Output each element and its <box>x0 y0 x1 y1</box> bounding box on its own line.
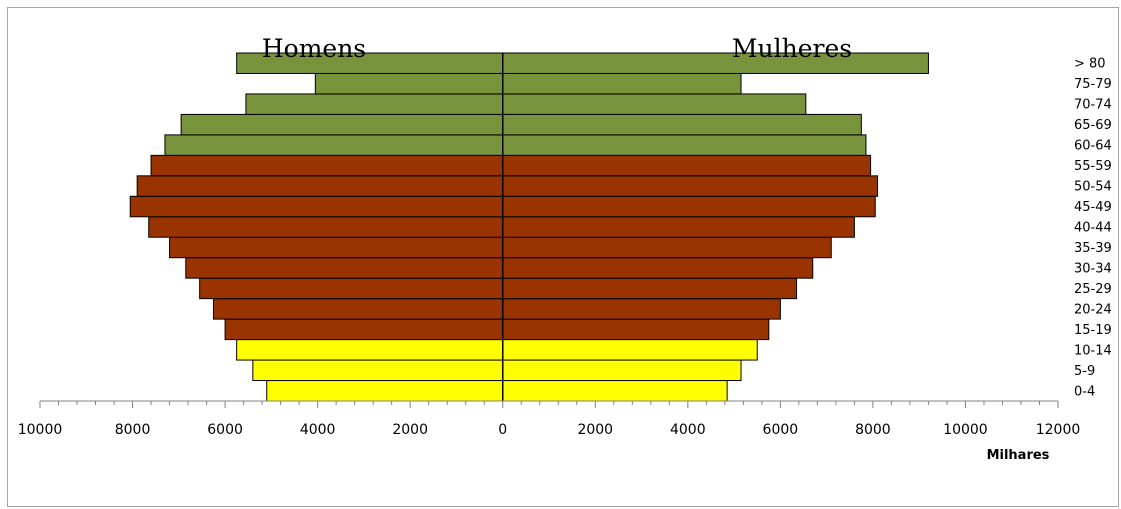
bar-homens-0-4 <box>266 380 504 402</box>
age-label: 35-39 <box>1074 241 1112 256</box>
left-title: Homens <box>262 34 366 63</box>
bar-homens-55-59 <box>150 154 504 177</box>
bar-mulheres-> 80 <box>502 52 929 74</box>
bar-mulheres-45-49 <box>502 195 876 218</box>
age-label: 15-19 <box>1074 323 1112 338</box>
bar-mulheres-40-44 <box>502 216 855 238</box>
age-label: 5-9 <box>1074 364 1095 379</box>
bar-homens-10-14 <box>236 339 504 361</box>
age-label: 50-54 <box>1074 180 1112 195</box>
x-tick-label: 4000 <box>300 422 336 438</box>
x-tick-label: 0 <box>498 422 507 438</box>
age-label: 60-64 <box>1074 139 1112 154</box>
bar-homens-35-39 <box>169 236 504 259</box>
bars-layer <box>129 52 929 402</box>
bar-mulheres-15-19 <box>502 318 770 341</box>
x-tick-label: 6000 <box>763 422 799 438</box>
age-label: 20-24 <box>1074 302 1112 317</box>
bar-homens-60-64 <box>164 134 504 156</box>
bar-mulheres-20-24 <box>502 298 781 320</box>
age-label: 0-4 <box>1074 384 1095 399</box>
x-tick-label: 2000 <box>392 422 428 438</box>
bar-mulheres-0-4 <box>502 380 728 402</box>
x-tick-label: 2000 <box>577 422 613 438</box>
age-group-labels: 0-4 5-9 10-14 15-19 20-24 25-29 30-34 35-39 40-4… <box>1074 57 1112 400</box>
age-label: 70-74 <box>1074 98 1112 113</box>
age-label: > 80 <box>1074 57 1106 72</box>
chart-frame: 10000 8000 6000 4000 2000 0 2000 4000 6000 8000 10… <box>7 7 1119 507</box>
age-label: 30-34 <box>1074 261 1112 276</box>
bar-mulheres-35-39 <box>502 236 832 259</box>
bar-mulheres-10-14 <box>502 339 758 361</box>
x-tick-label: 4000 <box>670 422 706 438</box>
x-tick-label: 10000 <box>18 422 63 438</box>
bar-mulheres-5-9 <box>502 359 742 382</box>
bar-homens-25-29 <box>199 277 504 300</box>
x-axis: 10000 8000 6000 4000 2000 0 2000 4000 6000 8000 10… <box>18 400 1081 438</box>
bar-homens-20-24 <box>213 298 504 320</box>
bar-mulheres-75-79 <box>502 72 742 95</box>
bar-homens-40-44 <box>148 216 504 238</box>
bar-homens-5-9 <box>252 359 504 382</box>
bar-homens-75-79 <box>314 72 504 95</box>
age-label: 65-69 <box>1074 118 1112 133</box>
bar-homens-30-34 <box>185 257 504 279</box>
age-label: 10-14 <box>1074 343 1112 358</box>
bar-homens-50-54 <box>136 175 504 197</box>
x-tick-label: 6000 <box>207 422 243 438</box>
bar-mulheres-50-54 <box>502 175 879 197</box>
x-axis-title: Milhares <box>987 448 1050 463</box>
x-tick-label: 10000 <box>943 422 988 438</box>
bar-homens-70-74 <box>245 93 504 115</box>
bar-homens-45-49 <box>129 195 504 218</box>
bar-mulheres-30-34 <box>502 257 814 279</box>
age-label: 25-29 <box>1074 282 1112 297</box>
bar-mulheres-70-74 <box>502 93 807 115</box>
bar-mulheres-25-29 <box>502 277 798 300</box>
bar-homens-15-19 <box>224 318 504 341</box>
age-label: 45-49 <box>1074 200 1112 215</box>
bar-mulheres-55-59 <box>502 154 872 177</box>
bar-mulheres-65-69 <box>502 113 862 136</box>
x-tick-label: 12000 <box>1036 422 1081 438</box>
x-tick-label: 8000 <box>855 422 891 438</box>
bar-homens-65-69 <box>180 113 504 136</box>
age-label: 40-44 <box>1074 221 1112 236</box>
x-tick-label: 8000 <box>115 422 151 438</box>
age-label: 55-59 <box>1074 159 1112 174</box>
age-label: 75-79 <box>1074 77 1112 92</box>
population-pyramid-chart: 10000 8000 6000 4000 2000 0 2000 4000 6000 8000 10… <box>18 34 1112 463</box>
bar-mulheres-60-64 <box>502 134 867 156</box>
right-title: Mulheres <box>732 34 852 63</box>
